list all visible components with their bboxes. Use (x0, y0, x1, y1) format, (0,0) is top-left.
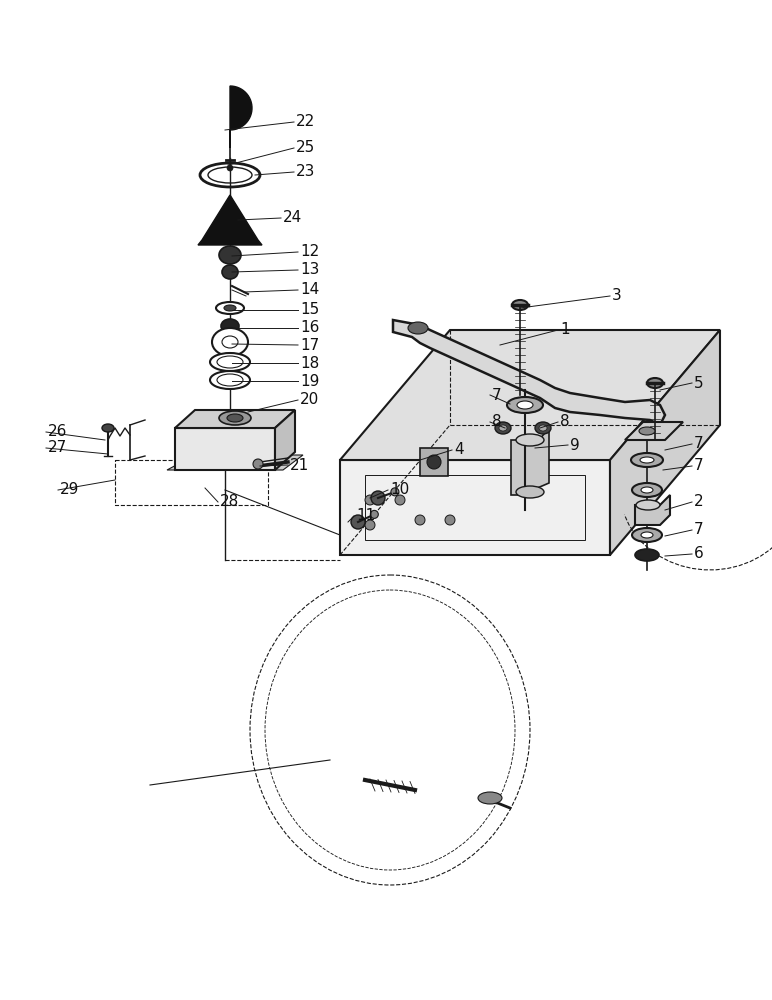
Ellipse shape (221, 319, 239, 333)
Text: 25: 25 (296, 140, 315, 155)
Ellipse shape (647, 378, 663, 388)
Polygon shape (635, 495, 670, 525)
Text: 22: 22 (296, 114, 315, 129)
Polygon shape (625, 422, 683, 440)
Polygon shape (511, 428, 549, 495)
Text: 18: 18 (300, 356, 320, 370)
Text: 16: 16 (300, 320, 320, 336)
Ellipse shape (222, 336, 238, 348)
Text: 19: 19 (300, 373, 320, 388)
Ellipse shape (516, 486, 544, 498)
Ellipse shape (639, 427, 655, 435)
Text: 7: 7 (694, 458, 703, 474)
Text: 2: 2 (694, 494, 703, 510)
Text: 26: 26 (48, 424, 67, 440)
Ellipse shape (499, 425, 507, 431)
Ellipse shape (219, 246, 241, 264)
Text: 24: 24 (283, 211, 303, 226)
Text: 21: 21 (290, 458, 310, 473)
Text: 7: 7 (492, 387, 502, 402)
Polygon shape (610, 330, 720, 555)
Ellipse shape (632, 528, 662, 542)
Ellipse shape (512, 300, 528, 310)
Ellipse shape (507, 397, 543, 413)
Text: 11: 11 (356, 508, 375, 524)
Text: 3: 3 (612, 288, 621, 304)
Ellipse shape (222, 265, 238, 279)
Text: 9: 9 (570, 438, 580, 452)
Ellipse shape (535, 422, 551, 434)
Polygon shape (420, 448, 448, 476)
Ellipse shape (636, 500, 660, 510)
Ellipse shape (227, 414, 243, 422)
Text: 4: 4 (454, 442, 464, 458)
Circle shape (365, 520, 375, 530)
Ellipse shape (495, 422, 511, 434)
Polygon shape (230, 86, 252, 148)
Circle shape (415, 515, 425, 525)
Ellipse shape (210, 353, 250, 371)
Polygon shape (340, 330, 720, 460)
Text: 13: 13 (300, 262, 320, 277)
Text: 27: 27 (48, 440, 67, 456)
Ellipse shape (640, 457, 654, 463)
Circle shape (427, 455, 441, 469)
Circle shape (351, 515, 365, 529)
Circle shape (391, 488, 399, 496)
Ellipse shape (216, 302, 244, 314)
Text: 7: 7 (694, 522, 703, 538)
Text: 10: 10 (390, 483, 409, 497)
Ellipse shape (516, 434, 544, 446)
Circle shape (371, 491, 385, 505)
Text: 7: 7 (694, 436, 703, 452)
Polygon shape (275, 410, 295, 470)
Circle shape (371, 510, 378, 518)
Bar (365, 475, 585, 540)
Text: 14: 14 (300, 282, 320, 298)
Text: 12: 12 (300, 244, 320, 259)
Text: 5: 5 (694, 375, 703, 390)
Ellipse shape (641, 532, 653, 538)
Circle shape (445, 515, 455, 525)
Ellipse shape (631, 453, 663, 467)
Text: 8: 8 (560, 414, 570, 430)
Ellipse shape (517, 401, 533, 409)
Ellipse shape (217, 374, 243, 386)
Text: 6: 6 (694, 546, 704, 562)
Bar (115, 460, 268, 505)
Ellipse shape (200, 163, 260, 187)
Polygon shape (393, 320, 665, 425)
Text: 8: 8 (492, 414, 502, 430)
Ellipse shape (212, 328, 248, 356)
Ellipse shape (102, 424, 114, 432)
Ellipse shape (408, 322, 428, 334)
Ellipse shape (208, 167, 252, 183)
Ellipse shape (210, 371, 250, 389)
Polygon shape (175, 410, 295, 428)
Polygon shape (175, 428, 275, 470)
Circle shape (395, 495, 405, 505)
Ellipse shape (641, 487, 653, 493)
Ellipse shape (539, 425, 547, 431)
Text: 28: 28 (220, 494, 239, 510)
Polygon shape (340, 460, 610, 555)
Text: 17: 17 (300, 338, 320, 353)
Ellipse shape (635, 549, 659, 561)
Ellipse shape (217, 356, 243, 368)
Polygon shape (198, 195, 262, 245)
Text: 15: 15 (300, 302, 320, 318)
Circle shape (227, 165, 233, 171)
Circle shape (253, 459, 263, 469)
Text: 29: 29 (60, 483, 80, 497)
Ellipse shape (219, 411, 251, 425)
Circle shape (365, 495, 375, 505)
Polygon shape (167, 455, 303, 470)
Text: 23: 23 (296, 164, 316, 180)
Text: 1: 1 (560, 322, 570, 338)
Ellipse shape (478, 792, 502, 804)
Ellipse shape (632, 483, 662, 497)
Ellipse shape (224, 305, 236, 311)
Text: 20: 20 (300, 392, 320, 408)
